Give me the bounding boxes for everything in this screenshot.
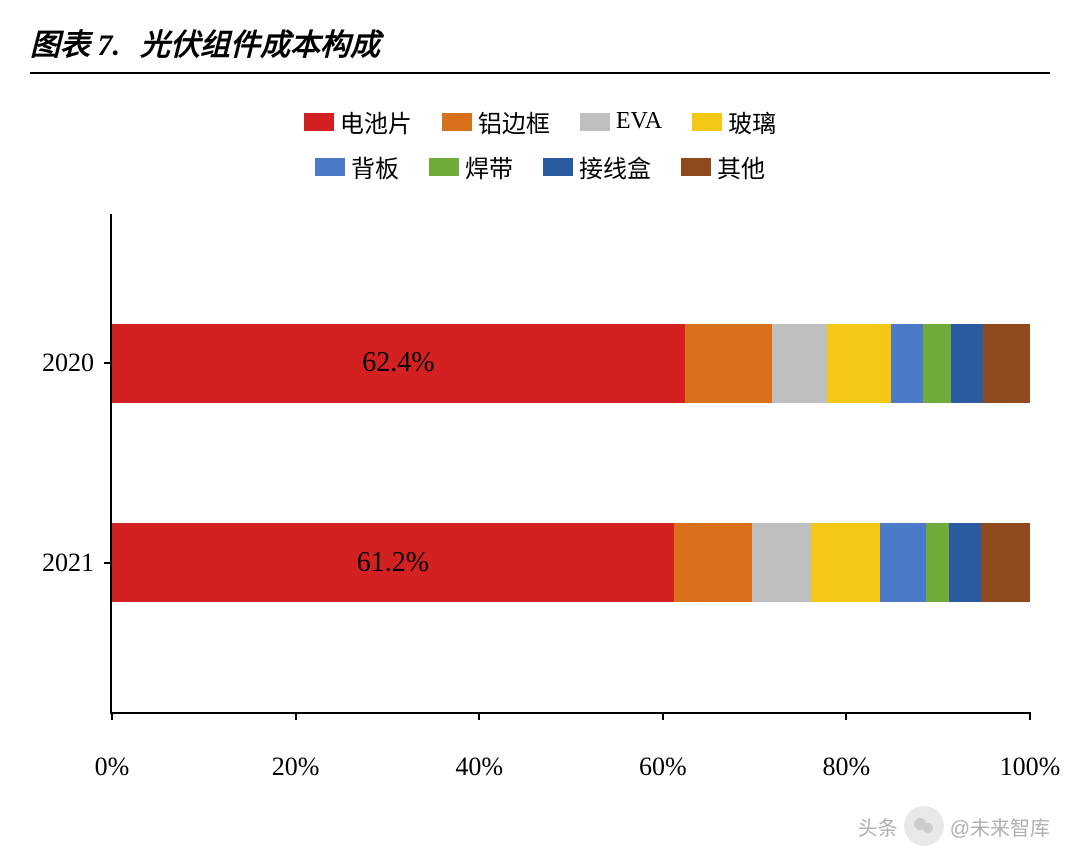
x-tick-mark <box>662 712 664 720</box>
watermark-text: @未来智库 <box>950 812 1050 841</box>
x-tick-label: 0% <box>95 752 130 782</box>
x-tick-label: 100% <box>1000 752 1061 782</box>
legend-item: EVA <box>580 108 662 135</box>
bar-segment <box>923 324 951 404</box>
bar-segment <box>685 324 772 404</box>
x-tick-label: 60% <box>639 752 687 782</box>
title-prefix: 图表 7. <box>30 20 120 64</box>
bar-row: 202161.2% <box>112 523 1030 603</box>
legend-swatch <box>543 158 573 176</box>
legend-swatch <box>429 158 459 176</box>
bar-segment <box>827 324 891 404</box>
legend-row: 电池片 铝边框 EVA 玻璃 <box>304 104 776 139</box>
bar-segment <box>981 523 1030 603</box>
x-tick-mark <box>478 712 480 720</box>
bar-segment <box>674 523 752 603</box>
legend-label: 背板 <box>351 149 399 184</box>
legend-item: 接线盒 <box>543 149 651 184</box>
legend-item: 电池片 <box>304 104 412 139</box>
legend-label: EVA <box>616 108 662 135</box>
bar-segment <box>951 324 983 404</box>
legend-swatch <box>315 158 345 176</box>
y-axis-label: 2021 <box>42 548 94 578</box>
legend-item: 玻璃 <box>692 104 776 139</box>
bar-segment: 61.2% <box>112 523 674 603</box>
bar-segment <box>891 324 923 404</box>
legend-swatch <box>681 158 711 176</box>
title-text: 光伏组件成本构成 <box>140 20 380 64</box>
x-tick-label: 40% <box>455 752 503 782</box>
watermark: 头条 @未来智库 <box>858 806 1050 846</box>
legend-item: 焊带 <box>429 149 513 184</box>
legend-item: 背板 <box>315 149 399 184</box>
bar-segment <box>926 523 949 603</box>
legend-row: 背板 焊带 接线盒 其他 <box>315 149 765 184</box>
legend-swatch <box>692 113 722 131</box>
legend-label: 接线盒 <box>579 149 651 184</box>
x-tick-mark <box>1029 712 1031 720</box>
y-tick-mark <box>104 362 112 364</box>
stacked-bar-chart: 0%20%40%60%80%100% 202062.4%202161.2% <box>110 214 1030 714</box>
x-tick-label: 20% <box>272 752 320 782</box>
watermark-prefix: 头条 <box>858 812 898 841</box>
legend-swatch <box>304 113 334 131</box>
x-tick-mark <box>111 712 113 720</box>
y-tick-mark <box>104 562 112 564</box>
bar-segment <box>983 324 1030 404</box>
bar-segment <box>949 523 981 603</box>
legend-item: 其他 <box>681 149 765 184</box>
legend-label: 焊带 <box>465 149 513 184</box>
x-tick-mark <box>845 712 847 720</box>
legend-item: 铝边框 <box>442 104 550 139</box>
chart-title: 图表 7. 光伏组件成本构成 <box>30 20 1050 74</box>
legend-label: 玻璃 <box>728 104 776 139</box>
x-tick-mark <box>295 712 297 720</box>
bar-segment <box>772 324 827 404</box>
segment-label: 61.2% <box>357 547 429 579</box>
legend-label: 其他 <box>717 149 765 184</box>
legend-swatch <box>442 113 472 131</box>
x-tick-label: 80% <box>823 752 871 782</box>
legend: 电池片 铝边框 EVA 玻璃背板 焊带 接线盒 其他 <box>30 104 1050 184</box>
legend-label: 铝边框 <box>478 104 550 139</box>
segment-label: 62.4% <box>362 347 434 379</box>
bar-segment <box>880 523 926 603</box>
legend-label: 电池片 <box>340 104 412 139</box>
bar-segment <box>811 523 880 603</box>
bar-segment <box>752 523 812 603</box>
bar-row: 202062.4% <box>112 324 1030 404</box>
wechat-icon <box>904 806 944 846</box>
bar-segment: 62.4% <box>112 324 685 404</box>
legend-swatch <box>580 113 610 131</box>
y-axis-label: 2020 <box>42 348 94 378</box>
